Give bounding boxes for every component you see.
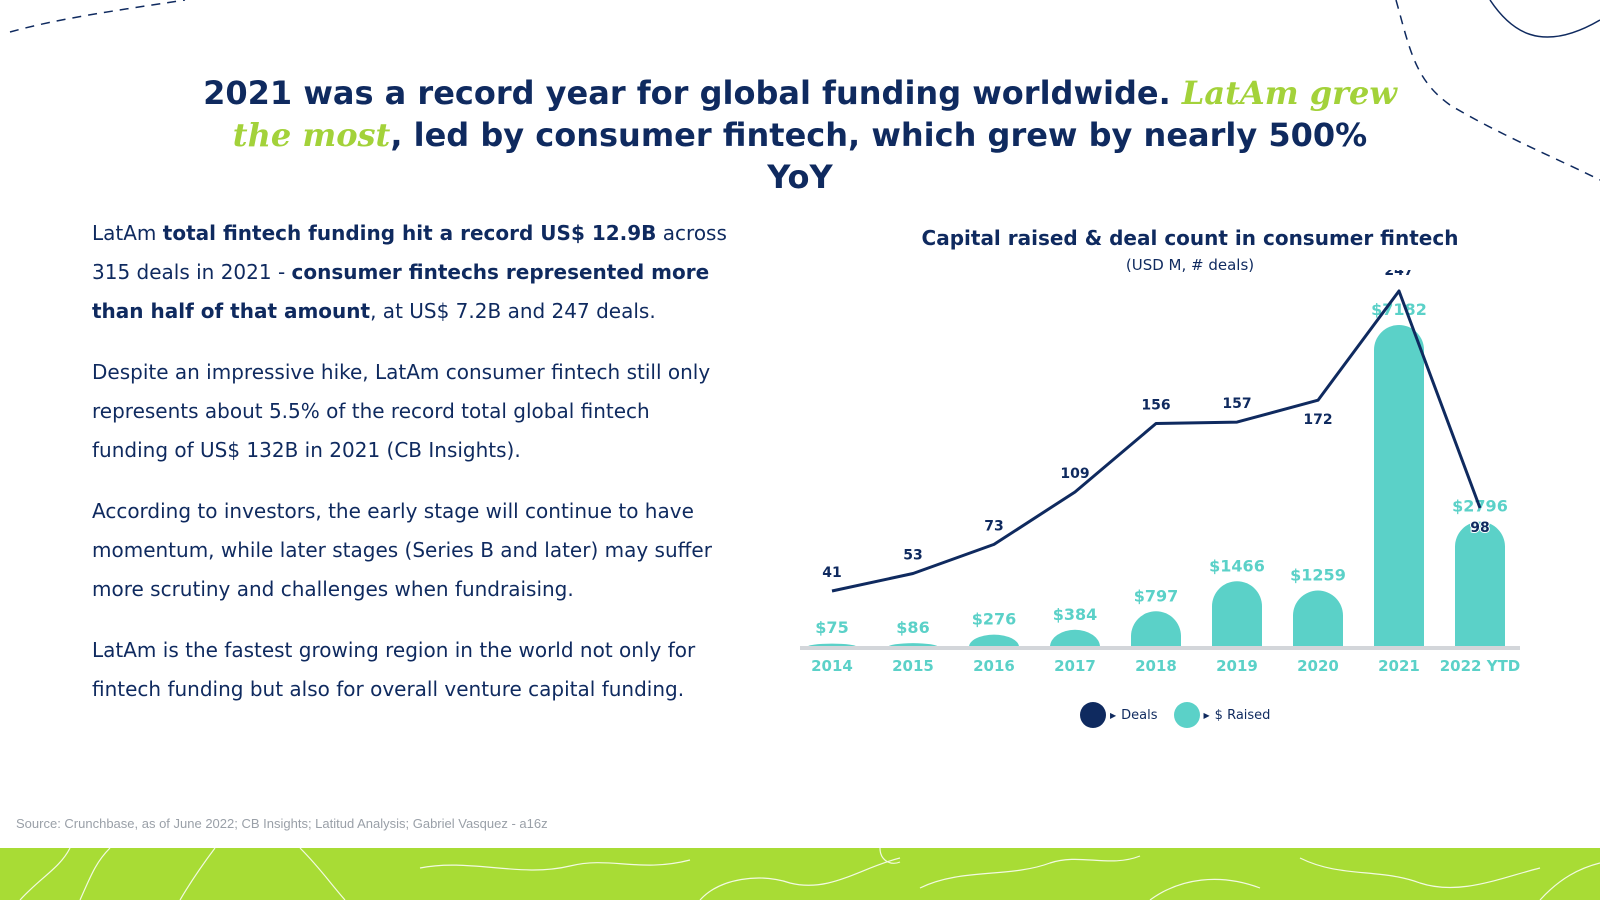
bar-value-label: $7182 <box>1371 300 1427 319</box>
legend-swatch-deals <box>1080 702 1106 728</box>
legend-label-raised: $ Raised <box>1214 707 1271 723</box>
body-text: LatAm total fintech funding hit a record… <box>92 214 732 731</box>
x-tick-label: 2018 <box>1135 657 1177 675</box>
p1-text-2: across 315 deals in 2021 - <box>92 221 727 284</box>
x-tick-label: 2021 <box>1378 657 1420 675</box>
page-headline: 2021 was a record year for global fundin… <box>200 72 1400 198</box>
x-tick-label: 2019 <box>1216 657 1258 675</box>
deal-value-label: 53 <box>903 548 922 564</box>
bar-value-label: $276 <box>972 610 1017 629</box>
headline-part2: , led by consumer fintech, which grew by… <box>390 116 1368 196</box>
bar-value-label: $86 <box>896 618 929 637</box>
chart-legend: ▶ Deals ▶ $ Raised <box>1080 702 1286 728</box>
bar-value-label: $75 <box>815 618 848 637</box>
paragraph-3: According to investors, the early stage … <box>92 499 712 601</box>
deal-value-label: 172 <box>1303 412 1332 428</box>
paragraph-2: Despite an impressive hike, LatAm consum… <box>92 360 711 462</box>
deal-value-label: 41 <box>822 565 841 581</box>
x-tick-label: 2014 <box>811 657 853 675</box>
bar-raised <box>1374 325 1424 647</box>
legend-marker: ▶ <box>1203 710 1210 720</box>
headline-part1: 2021 was a record year for global fundin… <box>203 74 1182 112</box>
x-tick-label: 2017 <box>1054 657 1096 675</box>
paragraph-4: LatAm is the fastest growing region in t… <box>92 638 696 701</box>
p1-bold-2: consumer fintechs represented more than … <box>92 260 710 323</box>
p1-bold-1: total fintech funding hit a record US$ 1… <box>162 221 657 245</box>
bar-raised <box>1131 611 1181 647</box>
deal-value-label: 156 <box>1141 398 1170 414</box>
legend-marker: ▶ <box>1110 710 1117 720</box>
bar-value-label: $797 <box>1134 586 1179 605</box>
bar-value-label: $384 <box>1053 605 1098 624</box>
bar-raised <box>1455 521 1505 647</box>
deal-value-label: 109 <box>1060 466 1089 482</box>
legend-swatch-raised <box>1173 702 1200 728</box>
legend-label-deals: Deals <box>1121 707 1158 723</box>
bar-value-label: $1259 <box>1290 566 1346 585</box>
bar-raised <box>1212 581 1262 647</box>
paragraph-1: LatAm total fintech funding hit a record… <box>92 214 732 331</box>
x-tick-label: 2016 <box>973 657 1015 675</box>
decorative-dashed-lines <box>9 0 1600 181</box>
deal-value-label: 157 <box>1222 396 1251 412</box>
p1-text-1: LatAm <box>92 221 163 245</box>
bar-value-label: $1466 <box>1209 556 1265 575</box>
deals-line <box>831 289 1482 593</box>
headline-accent: LatAm grew the most <box>232 74 1397 154</box>
deal-value-label: 98 <box>1470 520 1489 536</box>
footer-topography-pattern <box>19 848 1600 900</box>
bar-raised <box>1050 629 1100 647</box>
legend-item-raised: ▶ $ Raised <box>1173 702 1271 728</box>
bar-raised <box>969 634 1019 647</box>
chart-subtitle: (USD M, # deals) <box>1125 256 1255 274</box>
legend-item-deals: ▶ Deals <box>1080 702 1158 728</box>
source-note: Source: Crunchbase, as of June 2022; CB … <box>16 816 548 831</box>
p1-text-3: , at US$ 7.2B and 247 deals. <box>370 299 656 323</box>
chart-title: Capital raised & deal count in consumer … <box>921 226 1459 250</box>
deal-value-label: 73 <box>984 518 1003 534</box>
x-tick-label: 2015 <box>892 657 934 675</box>
footer-band <box>0 848 1600 900</box>
x-tick-label: 2022 YTD <box>1440 657 1521 675</box>
bar-raised <box>1293 590 1343 647</box>
chart: 2014 2015 2016 2017 2018 2019 2020 2021 2022 YTD… <box>800 270 1521 675</box>
deal-value-label: 247 <box>1384 270 1413 279</box>
x-tick-label: 2020 <box>1297 657 1339 675</box>
